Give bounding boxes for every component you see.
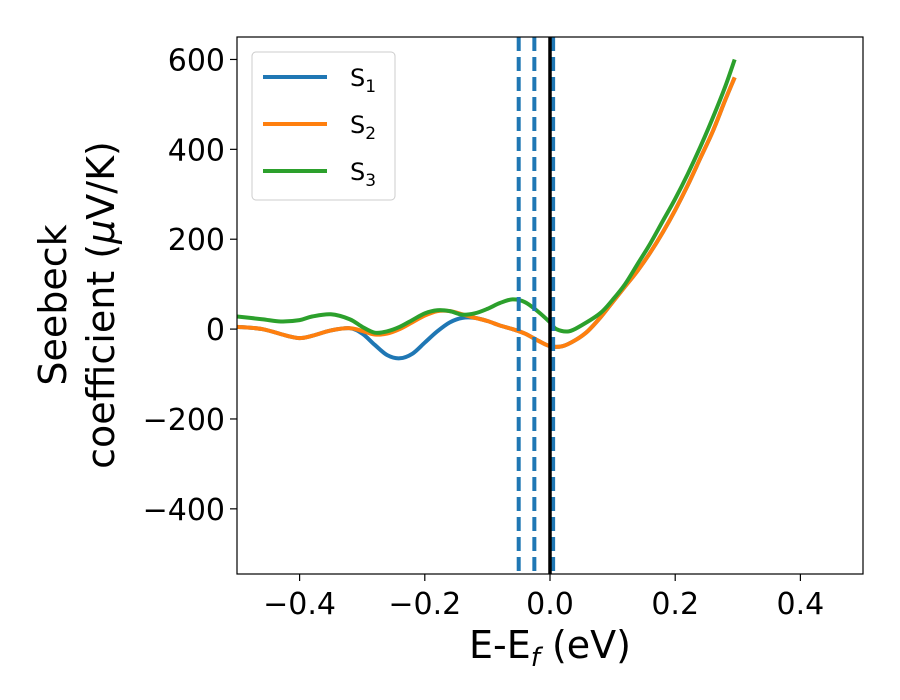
x-tick-label: −0.4 [263, 587, 336, 622]
y-axis-title: Seebeck coefficient (μV/K) [31, 141, 123, 469]
x-axis: −0.4 −0.2 0.0 0.2 0.4 [263, 574, 824, 622]
plot-area [237, 37, 737, 574]
y-tick-label: 600 [168, 43, 225, 78]
y-tick-label: 0 [206, 313, 225, 348]
series-line-s2 [237, 76, 737, 349]
legend-label-s1: S1 [350, 64, 376, 97]
x-tick-label: 0.0 [526, 587, 574, 622]
x-tick-label: 0.2 [651, 587, 699, 622]
y-tick-label: 400 [168, 133, 225, 168]
x-tick-label: −0.2 [388, 587, 461, 622]
x-axis-title: E-Ef (eV) [469, 623, 631, 673]
y-axis: 600 400 200 0 −200 −400 [143, 43, 237, 528]
series-line-s3 [237, 58, 737, 335]
y-tick-label: −400 [143, 493, 225, 528]
y-axis-title-line2: coefficient (μV/K) [79, 141, 123, 469]
y-tick-label: 200 [168, 223, 225, 258]
y-tick-label: −200 [143, 403, 225, 438]
x-tick-label: 0.4 [777, 587, 825, 622]
legend: S1 S2 S3 [251, 51, 396, 201]
legend-label-s2: S2 [350, 111, 376, 144]
y-axis-title-line1: Seebeck [31, 224, 75, 385]
legend-label-s3: S3 [350, 158, 376, 191]
